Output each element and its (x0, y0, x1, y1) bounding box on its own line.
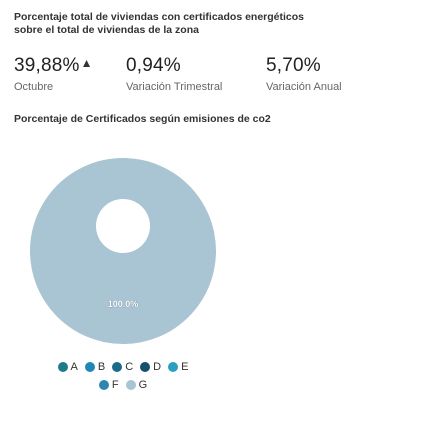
legend-marker-icon (168, 362, 179, 372)
legend-marker-icon (125, 380, 136, 390)
stat-month-value: 39,88%▲ (14, 55, 93, 77)
legend-marker-icon (140, 362, 151, 372)
stat-quarterly-change: 0,94% Variación Trimestral (126, 55, 222, 93)
stat-quarterly-label: Variación Trimestral (126, 81, 223, 93)
legend-label: F (111, 379, 119, 391)
stat-month-number: 39,88% (14, 55, 80, 76)
pie-data-label: 100.0% (108, 299, 139, 309)
emissions-subtitle: Porcentaje de Certificados según emision… (14, 113, 271, 125)
legend-marker-icon (112, 362, 123, 372)
legend-item-c[interactable]: C (112, 361, 133, 373)
legend-label: E (181, 361, 189, 373)
legend-row: A B C D E (0, 361, 246, 373)
legend-item-f[interactable]: F (98, 379, 119, 391)
legend-marker-icon (84, 362, 95, 372)
stat-annual-change: 5,70% Variación Anual (266, 55, 342, 93)
legend-item-g[interactable]: G (125, 379, 148, 391)
legend-marker-icon (57, 362, 68, 372)
legend-label: D (153, 361, 162, 373)
stat-quarterly-value: 0,94% (126, 55, 181, 76)
donut-hole (96, 199, 150, 253)
legend-item-e[interactable]: E (168, 361, 188, 373)
stat-month: 39,88%▲ Octubre (14, 55, 93, 93)
legend-label: C (125, 361, 134, 373)
legend-item-a[interactable]: A (57, 361, 78, 373)
caret-up-icon: ▲ (80, 56, 93, 70)
legend-item-b[interactable]: B (84, 361, 106, 373)
stat-month-label: Octubre (14, 81, 54, 93)
stat-annual-value: 5,70% (266, 55, 321, 76)
legend-label: G (138, 379, 148, 391)
stat-annual-label: Variación Anual (266, 81, 342, 93)
emissions-donut-chart: 100.0% (30, 158, 216, 344)
legend-label: A (70, 361, 78, 373)
legend-label: B (97, 361, 106, 373)
legend-marker-icon (98, 380, 109, 390)
chart-title: Porcentaje total de viviendas con certif… (14, 11, 305, 36)
legend-item-d[interactable]: D (140, 361, 161, 373)
